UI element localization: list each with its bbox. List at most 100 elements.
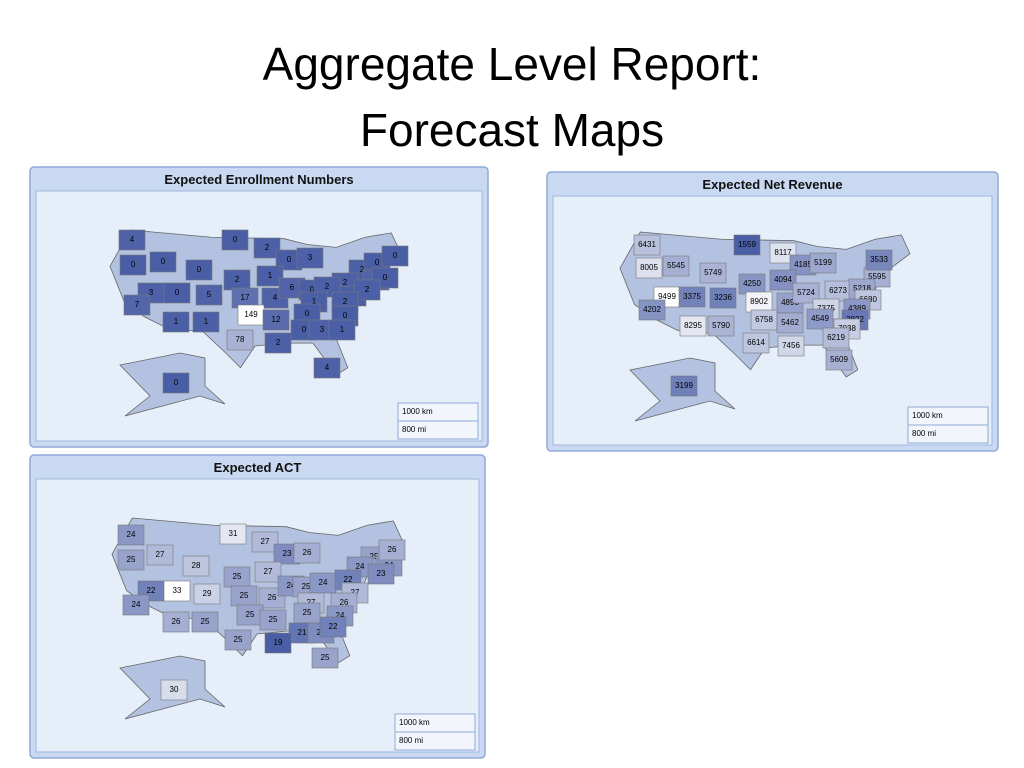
state-value: 0: [305, 309, 310, 318]
state-region: [117, 549, 145, 571]
state-value: 25: [246, 610, 255, 619]
state-region: [769, 242, 797, 264]
state-value: 24: [287, 581, 296, 590]
state-region: [776, 312, 804, 334]
slide-title: Aggregate Level Report:: [263, 38, 762, 90]
state-value: 5609: [830, 355, 848, 364]
state-region: [822, 327, 850, 349]
state-value: 6273: [829, 286, 847, 295]
state-value: 2: [235, 275, 240, 284]
state-value: 30: [170, 685, 179, 694]
state-value: 26: [303, 548, 312, 557]
state-value: 2: [276, 338, 281, 347]
state-region: [221, 229, 249, 251]
state-value: 0: [287, 255, 292, 264]
state-value: 5545: [667, 261, 685, 270]
state-region: [162, 611, 190, 633]
state-region: [262, 309, 290, 331]
state-value: 1: [340, 325, 345, 334]
state-value: 27: [351, 588, 360, 597]
state-region: [328, 319, 356, 341]
state-value: 26: [172, 617, 181, 626]
state-value: 1559: [738, 240, 756, 249]
state-value: 27: [307, 598, 316, 607]
state-region: [163, 580, 191, 602]
state-value: 22: [344, 575, 353, 584]
state-region: [296, 247, 324, 269]
state-value: 8295: [684, 321, 702, 330]
state-region: [638, 299, 666, 321]
state-value: 4250: [743, 279, 761, 288]
state-value: 27: [264, 567, 273, 576]
state-value: 4: [273, 293, 278, 302]
state-region: [381, 245, 409, 267]
state-region: [251, 531, 279, 553]
state-value: 2: [343, 297, 348, 306]
state-value: 24: [319, 578, 328, 587]
scale-mi: 800 mi: [402, 425, 426, 434]
state-value: 5: [207, 290, 212, 299]
state-value: 25: [302, 582, 311, 591]
state-region: [670, 375, 698, 397]
state-value: 0: [343, 311, 348, 320]
state-value: 0: [131, 260, 136, 269]
state-region: [118, 229, 146, 251]
state-region: [806, 308, 834, 330]
state-value: 3: [320, 325, 325, 334]
state-region: [709, 287, 737, 309]
state-value: 29: [203, 589, 212, 598]
state-value: 3: [149, 288, 154, 297]
state-value: 4202: [643, 305, 661, 314]
state-value: 5199: [814, 258, 832, 267]
scale-mi: 800 mi: [912, 429, 936, 438]
state-region: [742, 332, 770, 354]
state-value: 21: [298, 628, 307, 637]
state-value: 25: [303, 608, 312, 617]
state-region: [319, 616, 347, 638]
state-region: [769, 269, 797, 291]
state-value: 27: [261, 537, 270, 546]
state-region: [185, 259, 213, 281]
state-region: [149, 251, 177, 273]
state-region: [192, 311, 220, 333]
state-region: [733, 234, 761, 256]
map-panel: Expected Net Revenue 6431 8005 5545 1559 8117…: [546, 171, 999, 452]
state-value: 22: [329, 622, 338, 631]
state-value: 3199: [675, 381, 693, 390]
state-value: 26: [388, 545, 397, 554]
state-value: 23: [283, 549, 292, 558]
state-region: [259, 609, 287, 631]
state-value: 6: [290, 283, 295, 292]
scale-mi: 800 mi: [399, 736, 423, 745]
state-value: 12: [272, 315, 281, 324]
state-value: 22: [147, 586, 156, 595]
state-value: 24: [132, 600, 141, 609]
panel-title: Expected ACT: [214, 460, 302, 475]
state-region: [633, 234, 661, 256]
state-region: [162, 311, 190, 333]
state-value: 6219: [827, 333, 845, 342]
state-value: 4: [130, 235, 135, 244]
state-region: [160, 679, 188, 701]
state-value: 28: [192, 561, 201, 570]
state-value: 33: [173, 586, 182, 595]
state-region: [163, 282, 191, 304]
state-value: 2: [265, 243, 270, 252]
state-value: 23: [377, 569, 386, 578]
state-region: [367, 563, 395, 585]
state-region: [662, 255, 690, 277]
state-region: [313, 357, 341, 379]
state-value: 17: [241, 293, 250, 302]
state-value: 25: [127, 555, 136, 564]
state-value: 5218: [853, 284, 871, 293]
state-value: 5595: [868, 272, 886, 281]
scale-km: 1000 km: [912, 411, 943, 420]
state-value: 25: [234, 635, 243, 644]
state-region: [256, 265, 284, 287]
state-value: 0: [161, 257, 166, 266]
state-value: 8902: [750, 297, 768, 306]
state-region: [353, 279, 381, 301]
state-value: 6614: [747, 338, 765, 347]
state-value: 25: [269, 615, 278, 624]
